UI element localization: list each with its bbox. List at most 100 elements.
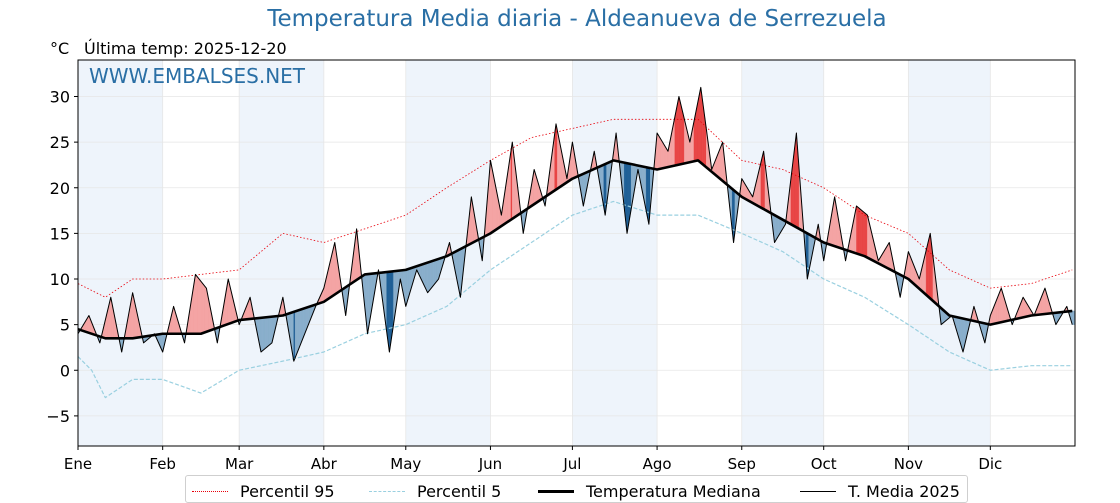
x-tick-label: Dic	[978, 455, 1002, 473]
anomaly-fill	[434, 259, 437, 285]
anomaly-fill	[431, 260, 434, 289]
anomaly-fill	[333, 242, 335, 296]
anomaly-fill	[293, 311, 296, 362]
anomaly-fill	[555, 123, 558, 190]
anomaly-fill	[427, 261, 430, 294]
anomaly-fill	[775, 215, 778, 241]
anomaly-fill	[269, 316, 271, 346]
anomaly-fill	[426, 262, 428, 293]
anomaly-fill	[204, 285, 207, 333]
anomaly-fill	[676, 103, 678, 166]
anomaly-fill	[492, 174, 495, 232]
legend-item-media2025: T. Media 2025	[800, 481, 960, 501]
anomaly-fill	[196, 275, 199, 334]
anomaly-fill	[794, 132, 797, 228]
anomaly-fill	[774, 214, 777, 244]
anomaly-fill	[884, 246, 887, 268]
anomaly-fill	[864, 212, 867, 258]
anomaly-fill	[777, 216, 779, 239]
anomaly-fill	[663, 143, 666, 169]
legend-swatch-p95	[192, 490, 228, 492]
anomaly-fill	[908, 251, 910, 281]
anomaly-fill	[264, 316, 267, 350]
anomaly-fill	[666, 148, 669, 168]
legend-item-p5: Percentil 5	[369, 481, 501, 501]
anomaly-fill	[490, 160, 493, 234]
y-tick-label: 20	[50, 179, 70, 198]
watermark: WWW.EMBALSES.NET	[89, 64, 306, 88]
anomaly-fill	[660, 139, 663, 169]
anomaly-fill	[435, 259, 438, 284]
anomaly-fill	[203, 284, 206, 334]
legend-label-media2025: T. Media 2025	[848, 481, 960, 501]
x-tick-label: Jul	[562, 455, 581, 473]
anomaly-fill	[436, 258, 439, 282]
anomaly-fill	[557, 130, 559, 190]
anomaly-fill	[860, 209, 863, 256]
x-tick-label: Jun	[478, 455, 502, 473]
anomaly-fill	[647, 167, 650, 225]
x-tick-label: Oct	[811, 455, 837, 473]
y-tick-label: 30	[50, 88, 70, 107]
y-tick-label: −5	[46, 407, 70, 426]
anomaly-fill	[430, 260, 432, 290]
anomaly-fill	[200, 280, 203, 335]
anomaly-fill	[677, 96, 680, 166]
y-tick-label: 0	[60, 361, 70, 380]
x-tick-label: Nov	[894, 455, 923, 473]
legend-swatch-p5	[369, 490, 405, 492]
anomaly-fill	[696, 101, 699, 161]
anomaly-fill	[886, 244, 889, 269]
anomaly-fill	[719, 145, 722, 181]
anomaly-fill	[389, 271, 391, 353]
anomaly-fill	[718, 148, 721, 180]
last-temp-label: Última temp: 2025-12-20	[84, 39, 287, 58]
legend-label-median: Temperatura Mediana	[586, 481, 761, 501]
anomaly-fill	[699, 87, 701, 164]
anomaly-fill	[296, 310, 299, 355]
y-tick-label: 10	[50, 270, 70, 289]
legend-swatch-median	[538, 489, 574, 493]
anomaly-fill	[491, 167, 494, 233]
series-line-media2025	[77, 86, 1073, 362]
anomaly-fill	[856, 205, 859, 255]
anomaly-fill	[863, 211, 865, 257]
anomaly-fill	[925, 244, 928, 297]
anomaly-fill	[887, 241, 890, 270]
anomaly-fill	[195, 273, 198, 334]
anomaly-fill	[665, 145, 667, 168]
x-tick-label: Sep	[728, 455, 756, 473]
anomaly-fill	[662, 141, 665, 169]
anomaly-fill	[267, 316, 270, 347]
anomaly-fill	[998, 291, 1001, 324]
x-tick-label: Ene	[64, 455, 92, 473]
anomaly-fill	[680, 102, 682, 165]
chart-legend: Percentil 95 Percentil 5 Temperatura Med…	[185, 475, 968, 503]
legend-item-median: Temperatura Mediana	[538, 481, 761, 501]
anomaly-fill	[260, 317, 263, 353]
plot-frame	[77, 59, 1076, 447]
anomaly-fill	[510, 142, 513, 221]
y-unit-label: °C	[50, 39, 70, 58]
anomaly-fill	[859, 207, 861, 256]
anomaly-fill	[301, 308, 304, 341]
legend-label-p95: Percentil 95	[240, 481, 335, 501]
x-tick-label: Mar	[225, 455, 254, 473]
anomaly-fill	[197, 277, 200, 334]
legend-label-p5: Percentil 5	[417, 481, 502, 501]
anomaly-fill	[331, 248, 334, 297]
month-band	[78, 60, 163, 446]
anomaly-fill	[266, 316, 269, 348]
anomaly-fill	[927, 239, 930, 298]
anomaly-fill	[928, 233, 931, 299]
y-tick-label: 25	[50, 133, 70, 152]
chart-title: Temperatura Media diaria - Aldeanueva de…	[267, 6, 887, 32]
anomaly-fill	[300, 308, 303, 345]
anomaly-fill	[656, 132, 659, 170]
anomaly-fill	[626, 162, 629, 234]
x-tick-label: Feb	[149, 455, 176, 473]
anomaly-fill	[857, 206, 860, 255]
anomaly-fill	[1022, 296, 1025, 318]
month-band	[908, 60, 991, 446]
